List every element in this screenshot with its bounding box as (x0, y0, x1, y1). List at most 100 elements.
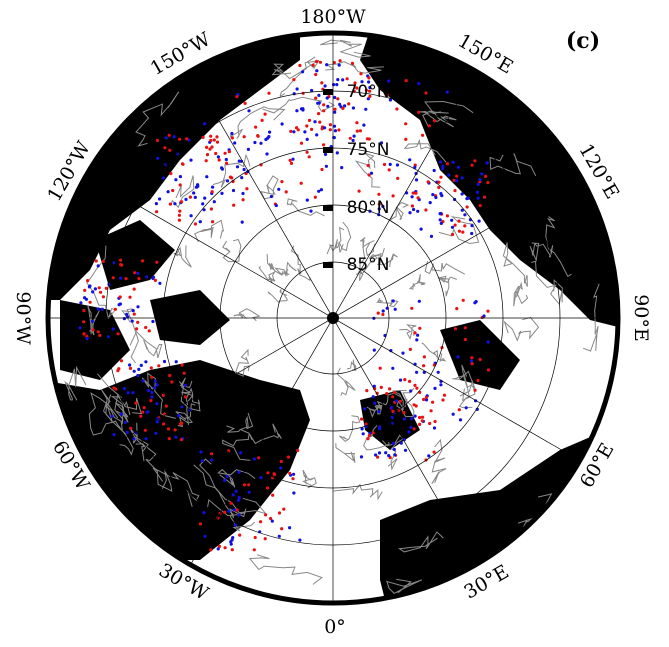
dot (296, 448, 300, 453)
dot (392, 447, 396, 452)
dot (203, 196, 207, 200)
dot (223, 546, 227, 550)
dot (113, 307, 117, 311)
dot (217, 544, 221, 549)
dot (441, 398, 445, 402)
dot (399, 441, 403, 445)
dot (254, 125, 258, 129)
dot (237, 495, 241, 500)
dot (151, 319, 155, 324)
dot (280, 122, 284, 126)
dot (432, 450, 436, 454)
dot (99, 290, 103, 294)
dot (307, 118, 312, 122)
dot (135, 327, 139, 331)
dot (118, 295, 122, 299)
track (286, 198, 325, 217)
panel-label: (c) (566, 28, 600, 54)
dot (134, 401, 138, 405)
dot (305, 124, 309, 128)
dot (355, 129, 359, 133)
dot (463, 337, 467, 342)
track (374, 392, 402, 410)
dot (347, 102, 351, 106)
track (337, 221, 352, 252)
track (64, 365, 87, 401)
dot (119, 359, 124, 363)
dot (122, 317, 126, 321)
dot (132, 437, 136, 441)
dot (188, 195, 192, 199)
dot (170, 380, 174, 384)
track (333, 483, 383, 501)
dot (463, 213, 467, 217)
dot (234, 489, 238, 493)
track (531, 260, 563, 306)
dot (410, 306, 414, 310)
dot (149, 366, 153, 370)
dot (137, 367, 141, 371)
dot (272, 472, 276, 476)
dot (101, 259, 105, 263)
dot (155, 383, 159, 387)
dot (203, 534, 207, 538)
dot (280, 527, 284, 531)
dot (259, 141, 263, 145)
dot (388, 162, 392, 166)
dot (424, 91, 428, 95)
dot (391, 421, 395, 425)
dot (439, 383, 443, 387)
dot (91, 290, 95, 294)
dot (141, 379, 145, 383)
dot (126, 391, 130, 395)
dot (432, 168, 436, 173)
dot (353, 81, 357, 85)
dot (476, 182, 480, 186)
dot (416, 196, 420, 200)
dot (139, 363, 143, 367)
dot (428, 201, 432, 205)
dot (391, 194, 395, 198)
track (194, 219, 225, 243)
track (325, 61, 384, 74)
dot (420, 415, 425, 419)
dot (473, 159, 477, 163)
dot (367, 80, 371, 84)
track (371, 578, 423, 603)
dot (203, 122, 207, 126)
track (179, 377, 194, 426)
dot (398, 378, 403, 382)
dot (198, 522, 202, 526)
dot (235, 508, 239, 512)
track (88, 392, 127, 436)
dot (253, 535, 257, 540)
dot (201, 202, 205, 206)
dot (418, 415, 422, 420)
dot (361, 432, 365, 436)
track (402, 387, 415, 416)
dot (348, 136, 352, 140)
dot (428, 421, 432, 426)
dot (149, 399, 153, 403)
dot (210, 190, 214, 194)
dot (230, 131, 234, 136)
dot (395, 107, 399, 111)
dot (451, 160, 455, 164)
dot (210, 145, 214, 149)
dot (217, 158, 221, 162)
dot (224, 157, 228, 162)
dot (110, 414, 114, 418)
dot (363, 407, 367, 411)
dot (360, 427, 364, 431)
dot (220, 167, 224, 171)
track (452, 370, 473, 402)
dot (233, 523, 237, 527)
dot (144, 360, 148, 364)
observation-dots (78, 59, 491, 552)
dot (473, 301, 477, 305)
dot (173, 428, 177, 432)
dot (393, 307, 397, 311)
dot (208, 147, 212, 151)
dot (125, 312, 129, 316)
dot (377, 410, 381, 414)
